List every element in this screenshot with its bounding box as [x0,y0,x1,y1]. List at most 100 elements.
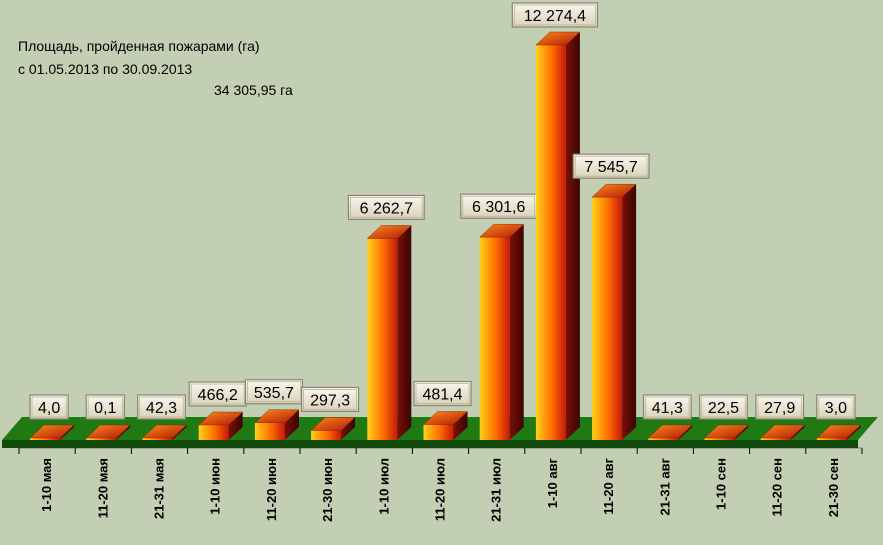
bar [703,424,750,440]
data-label: 12 274,4 [511,2,599,28]
x-tick-label: 1-10 сен [714,458,729,510]
bar [760,424,806,440]
bar-top [198,411,244,426]
bar-top [85,424,131,439]
data-label-text: 6 262,7 [360,200,413,217]
data-label: 466,2 [188,381,247,407]
bar-side [678,425,693,440]
bar [479,224,525,440]
bar-side [60,425,75,440]
bar [310,417,356,440]
data-label-inner-border [349,197,423,218]
data-label-inner-border [139,396,184,418]
data-label-inner-border [513,4,596,26]
data-label-text: 41,3 [652,400,683,417]
bar [254,409,300,440]
x-tick-label: 21-31 июл [489,458,504,522]
data-label-box [755,394,805,420]
bar [647,424,693,440]
bar-top [703,424,750,439]
bar-side [284,409,299,440]
data-label-text: 12 274,4 [524,8,586,25]
data-label-text: 0,1 [94,400,116,417]
bar-side [341,417,356,440]
x-tick-label: 11-20 мая [95,458,110,518]
bar-front [423,424,454,440]
data-label-inner-border [246,381,301,403]
data-label-inner-border [190,383,245,405]
bar [535,31,581,440]
bar-front [311,430,342,440]
data-label: 535,7 [244,379,303,405]
bar-front [816,438,847,440]
data-label-inner-border [574,155,648,177]
data-label: 481,4 [413,380,472,407]
data-label: 41,3 [642,394,692,420]
bar-top [366,225,412,239]
x-tick-label: 1-10 июн [208,458,223,515]
data-label-inner-border [415,383,470,404]
bar-top [141,424,188,439]
bar-side [622,184,637,440]
bar-front [592,197,623,440]
data-label: 27,9 [755,394,805,420]
bar-front [142,438,173,440]
x-tick-label: 21-31 мая [152,458,167,519]
data-label-text: 481,4 [422,387,462,404]
bar-top [816,424,862,439]
data-label-text: 6 301,6 [472,199,525,216]
data-label-inner-border [645,396,690,418]
chart-title-line-2: с 01.05.2013 по 30.09.2013 [18,61,193,77]
bar-top [254,409,300,423]
bar [29,424,75,440]
bar-top [647,424,693,439]
bar-side [509,224,524,440]
data-label-inner-border [87,396,123,418]
data-label: 42,3 [137,394,186,420]
bar [85,424,131,440]
data-label: 7 545,7 [572,153,650,179]
data-label-box [460,193,538,219]
data-label-inner-border [818,396,854,418]
chart-title-line-1: Площадь, пройденная пожарами (га) [18,38,260,54]
chart-total: 34 305,95 га [214,82,293,98]
x-tick-label: 1-10 июл [376,458,391,515]
bar-top [29,424,75,439]
x-tick-label: 21-30 сен [826,458,841,517]
bar-side [228,411,243,440]
data-label: 6 262,7 [347,194,425,221]
bar-side [116,425,131,440]
bar-side [172,425,187,440]
bar [422,411,469,440]
bar [198,411,244,440]
bar [591,183,637,440]
bar [816,424,862,440]
data-label-text: 466,2 [198,387,238,404]
bar-top [591,183,637,198]
bar-front [367,238,398,440]
data-label-text: 7 545,7 [584,159,637,176]
bar-top [422,411,469,425]
bar-front [86,438,117,440]
bar [141,424,188,440]
x-tick-label: 11-20 сен [770,458,785,516]
x-tick-label: 21-31 авг [657,457,672,515]
bar-top [535,31,581,46]
data-label-text: 535,7 [254,385,294,402]
data-label: 6 301,6 [460,193,538,219]
x-tick-label: 1-10 мая [39,458,54,512]
data-label-box [511,2,599,28]
bar-side [453,411,468,440]
data-label-box [642,394,692,420]
bar-top [760,424,806,439]
data-label: 0,1 [85,394,125,420]
bar-front [30,438,61,440]
x-tick-label: 1-10 авг [545,457,560,508]
bar-side [790,425,805,440]
bar-front [648,438,679,440]
bar-front [535,45,566,440]
bar-side [734,425,749,440]
data-label-box [816,394,856,420]
data-label: 3,0 [816,394,856,420]
